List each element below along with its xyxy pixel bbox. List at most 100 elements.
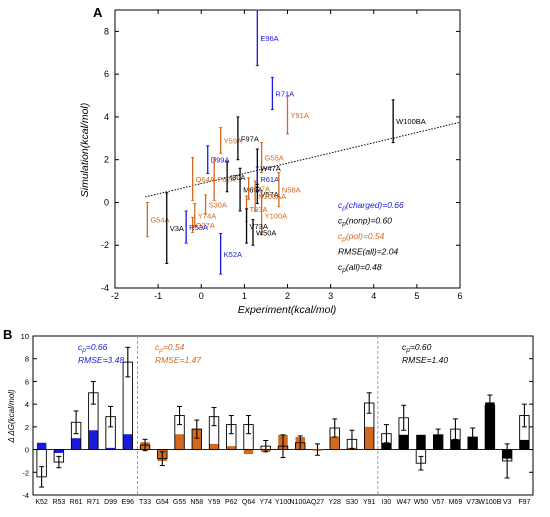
category-label: T33	[139, 499, 151, 506]
x-tick-label: 0	[199, 291, 204, 301]
category-label: I30	[382, 499, 392, 506]
point-label: G55A	[265, 154, 284, 163]
point-label: W50A	[256, 228, 276, 237]
experiment-bar	[226, 446, 237, 450]
panel-a-stats: cp(charged)=0.66 cp(nonp)=0.60 cp(pol)=0.5…	[338, 200, 404, 274]
category-label: Q64	[242, 499, 255, 506]
x-tick-label: 6	[457, 291, 462, 301]
category-label: P62	[225, 499, 238, 506]
point-label: G54A	[150, 216, 169, 225]
point-label: S30A	[209, 201, 227, 210]
y-tick-label: -4	[101, 283, 109, 293]
y-tick-label: 2	[25, 423, 29, 432]
experiment-bar	[123, 434, 133, 450]
experiment-bar	[329, 436, 340, 450]
category-label: N58	[190, 499, 203, 506]
y-tick-label: 8	[104, 26, 109, 36]
experiment-bar	[71, 438, 81, 450]
point-label: K52A	[224, 250, 242, 259]
category-label: W50	[414, 499, 429, 506]
experiment-bar	[209, 443, 219, 450]
point-label: Q64A	[196, 175, 215, 184]
y-tick-label: 0	[104, 197, 109, 207]
category-label: Y91	[363, 499, 376, 506]
group-stat-text: cp=0.66	[78, 342, 108, 354]
group-stat-text: RMSE=1.47	[155, 355, 201, 365]
category-label: R53	[52, 499, 65, 506]
panel-b-bars: K52 R53 R61 R71 D99 E96 T33 G54 G55 N58 Y59 P62 Q64 Y…	[35, 336, 531, 506]
experiment-bar	[174, 434, 185, 450]
point-label: N58A	[282, 186, 301, 195]
x-tick-label: 3	[328, 291, 333, 301]
point-label: F97A	[241, 134, 259, 143]
y-tick-label: -2	[101, 240, 109, 250]
experiment-bar	[433, 434, 443, 450]
category-label: G54	[156, 499, 169, 506]
x-tick-label: 5	[414, 291, 419, 301]
panel-a-ylabel: Simulation(kcal/mol)	[79, 103, 91, 198]
y-tick-label: -4	[22, 491, 29, 500]
experiment-bar	[36, 442, 47, 450]
panel-a-label: A	[93, 5, 103, 20]
x-tick-label: -1	[154, 291, 162, 301]
category-label: V3	[503, 499, 512, 506]
point-label: P62A	[217, 175, 235, 184]
experiment-bar	[485, 402, 495, 450]
point-label: Y74A	[198, 211, 216, 220]
point-label: D99A	[211, 156, 230, 165]
category-label: M69	[449, 499, 463, 506]
experiment-bar	[416, 434, 426, 450]
category-label: F97	[518, 499, 530, 506]
group-stat-text: cp=0.60	[402, 342, 432, 354]
point-label: M69A	[243, 186, 263, 195]
point-label: T33A	[250, 205, 268, 214]
y-tick-label: 6	[25, 377, 29, 386]
point-label: N100AA	[258, 192, 286, 201]
category-label: Y74	[260, 499, 273, 506]
experiment-bar	[381, 442, 392, 450]
point-label: W47A	[260, 164, 280, 173]
y-tick-label: 0	[25, 446, 29, 455]
y-tick-label: 10	[21, 332, 29, 341]
group-stat-text: cp=0.54	[155, 342, 185, 354]
point-label: Y59A	[224, 136, 242, 145]
point-label: R61A	[260, 175, 279, 184]
category-label: Y28	[328, 499, 341, 506]
stat-text: cp(all)=0.48	[338, 262, 382, 274]
x-tick-label: 4	[371, 291, 376, 301]
point-label: V57A	[260, 190, 278, 199]
category-label: R71	[87, 499, 100, 506]
y-tick-label: 4	[25, 400, 29, 409]
category-label: E96	[122, 499, 135, 506]
point-label: R53A	[189, 223, 208, 232]
experiment-bar	[243, 449, 254, 455]
point-label: Y100A	[265, 211, 288, 220]
point-label: Y27A	[252, 185, 270, 194]
category-label: Y100	[275, 499, 291, 506]
experiment-bar	[364, 426, 374, 450]
experiment-bar	[88, 430, 99, 450]
point-label: W100BA	[396, 117, 426, 126]
x-tick-label: -2	[111, 291, 119, 301]
point-label: V73A	[250, 222, 268, 231]
category-label: S30	[346, 499, 359, 506]
group-stat-text: RMSE=1.40	[402, 355, 448, 365]
experiment-bar	[105, 447, 116, 450]
point-label: V3A	[170, 224, 184, 233]
point-label: R71A	[275, 89, 294, 98]
experiment-bar	[450, 439, 461, 450]
category-label: Q27	[311, 499, 324, 506]
category-label: D99	[104, 499, 117, 506]
x-tick-label: 1	[242, 291, 247, 301]
point-label: E96A	[260, 34, 278, 43]
point-label: I30A	[230, 173, 245, 182]
category-label: K52	[35, 499, 48, 506]
panel-b-bar: B -4 -2 0 2 4 6 8 10 K52 R53 R61 R71 D99 E96 T33 G54 G5…	[3, 327, 534, 506]
category-label: N100A	[290, 499, 312, 506]
stat-text: RMSE(all)=2.04	[338, 247, 399, 257]
y-tick-label: 2	[104, 155, 109, 165]
y-tick-label: -2	[22, 468, 29, 477]
